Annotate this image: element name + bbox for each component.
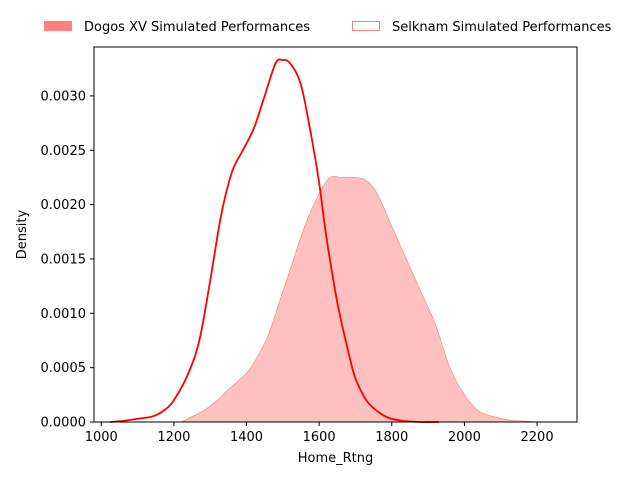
x-tick-label: 1600 [303,430,336,445]
legend-item-0: Dogos XV Simulated Performances [44,20,310,35]
x-axis-label: Home_Rtng [298,451,374,466]
y-tick-label: 0.0025 [41,144,87,159]
series-0-line [110,58,440,423]
legend: Dogos XV Simulated Performances Selknam S… [44,20,612,35]
series-layer [110,58,538,423]
x-tick-label: 2200 [521,430,554,445]
x-tick-label: 2000 [448,430,481,445]
series-1-edge [181,175,538,423]
legend-swatch [44,21,72,31]
legend-label: Dogos XV Simulated Performances [84,20,310,35]
y-tick-label: 0.0015 [41,252,87,267]
x-tick-label: 1200 [157,430,190,445]
y-tick-label: 0.0030 [41,89,87,104]
x-tick-label: 1800 [375,430,408,445]
ticks-layer: 1000 1200 1400 1600 1800 2000 2200 0.0000 0.0005… [41,89,554,445]
plot-frame [93,46,578,423]
x-tick-label: 1400 [230,430,263,445]
x-tick-label: 1000 [85,430,118,445]
y-tick-label: 0.0010 [41,307,87,322]
y-tick-label: 0.0005 [41,361,87,376]
legend-swatch [352,21,380,31]
y-tick-label: 0.0000 [41,416,87,431]
legend-item-1: Selknam Simulated Performances [352,20,612,35]
y-tick-label: 0.0020 [41,198,87,213]
series-1-area [181,176,538,422]
legend-label: Selknam Simulated Performances [392,20,612,35]
y-axis-label: Density [15,209,30,259]
